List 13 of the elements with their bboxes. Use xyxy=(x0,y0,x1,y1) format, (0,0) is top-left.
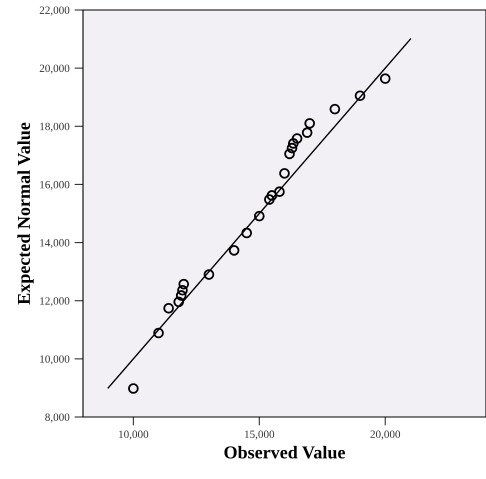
x-tick-label: 15,000 xyxy=(245,430,274,440)
y-tick-label: 16,000 xyxy=(40,180,70,190)
x-tick-label: 10,000 xyxy=(119,430,148,440)
y-tick-label: 10,000 xyxy=(40,355,70,364)
x-tick-label: 20,000 xyxy=(370,430,400,440)
y-tick-label: 22,000 xyxy=(40,6,70,16)
y-tick-label: 14,000 xyxy=(40,239,70,248)
y-tick-label: 12,000 xyxy=(40,297,70,306)
y-tick-label: 20,000 xyxy=(40,64,70,74)
y-tick-label: 8,000 xyxy=(45,413,70,423)
y-axis-title: Expected Normal Value xyxy=(17,122,34,304)
x-axis-title: Observed Value xyxy=(224,446,345,459)
y-tick-label: 18,000 xyxy=(40,122,70,132)
